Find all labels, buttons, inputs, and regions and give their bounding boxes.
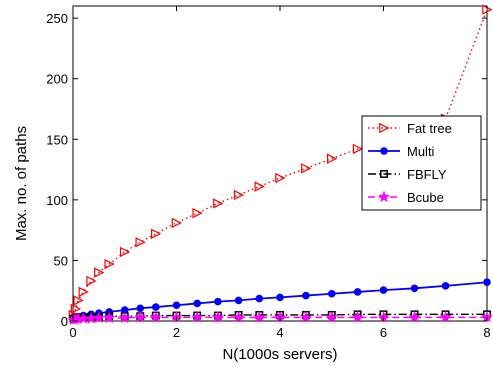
data-point (410, 284, 419, 293)
legend-marker (380, 147, 388, 155)
data-point (171, 217, 183, 229)
legend-label: Fat tree (407, 121, 452, 136)
data-point (73, 295, 84, 306)
data-point (275, 172, 286, 184)
legend-marker (379, 122, 390, 134)
data-point (152, 303, 160, 311)
data-point (299, 311, 312, 323)
data-point (94, 267, 105, 278)
legend-entry: Bcube (368, 190, 444, 205)
data-point (70, 303, 82, 315)
legend-label: FBFLY (407, 167, 447, 182)
data-point (191, 311, 204, 323)
data-point (351, 311, 364, 323)
data-point (255, 294, 264, 303)
y-tick-label: 250 (46, 11, 68, 26)
data-point (78, 286, 89, 298)
data-point (441, 282, 450, 290)
legend-marker (380, 170, 388, 178)
x-axis-label: N(1000s servers) (222, 346, 337, 363)
data-point (327, 289, 336, 298)
data-point (151, 228, 162, 239)
x-tick-label: 0 (69, 325, 76, 340)
y-tick-label: 0 (61, 314, 68, 329)
x-tick-label: 8 (483, 325, 490, 340)
x-tick-label: 4 (276, 325, 283, 340)
data-point (214, 297, 222, 306)
data-point (254, 181, 265, 192)
data-point (86, 275, 97, 287)
data-point (136, 304, 145, 313)
data-point (325, 311, 338, 323)
legend-label: Multi (407, 144, 435, 159)
y-tick-label: 100 (46, 193, 68, 208)
data-point (118, 311, 131, 324)
legend-label: Bcube (407, 190, 444, 205)
legend-marker (377, 190, 391, 203)
data-point (211, 311, 224, 323)
y-tick-label: 200 (46, 72, 68, 87)
x-tick-label: 6 (380, 325, 387, 340)
data-point (135, 237, 146, 248)
data-point (483, 278, 491, 287)
data-point (213, 198, 224, 209)
y-tick-label: 50 (54, 253, 68, 268)
data-point (134, 311, 147, 323)
x-tick-label: 2 (173, 325, 180, 340)
legend-entry: Multi (368, 144, 435, 159)
tick-layer: 0 2 4 6 8 0 50 100 150 200 250 (46, 6, 491, 340)
data-point (439, 311, 452, 323)
legend-entry: FBFLY (368, 167, 447, 182)
data-point (92, 311, 105, 324)
data-point (301, 163, 312, 174)
data-point (253, 311, 266, 323)
data-point (234, 296, 243, 305)
y-tick-label: 150 (46, 132, 68, 147)
data-point (276, 293, 284, 302)
data-point (233, 189, 245, 201)
data-point (172, 301, 181, 310)
data-point (232, 311, 245, 323)
data-point (408, 311, 421, 323)
data-point (379, 286, 388, 294)
data-point (352, 143, 364, 155)
legend: Fat tree Multi FBFLY Bcube (361, 115, 482, 211)
data-point (193, 299, 201, 308)
data-point (302, 291, 310, 300)
data-point (149, 311, 162, 323)
data-point (103, 311, 116, 324)
y-axis-label: Max. no. of paths (13, 126, 30, 241)
data-point (326, 153, 338, 164)
data-point (353, 288, 362, 296)
data-point (104, 258, 115, 270)
data-point (192, 208, 203, 219)
legend-entry: Fat tree (368, 121, 452, 136)
data-point (119, 246, 131, 258)
